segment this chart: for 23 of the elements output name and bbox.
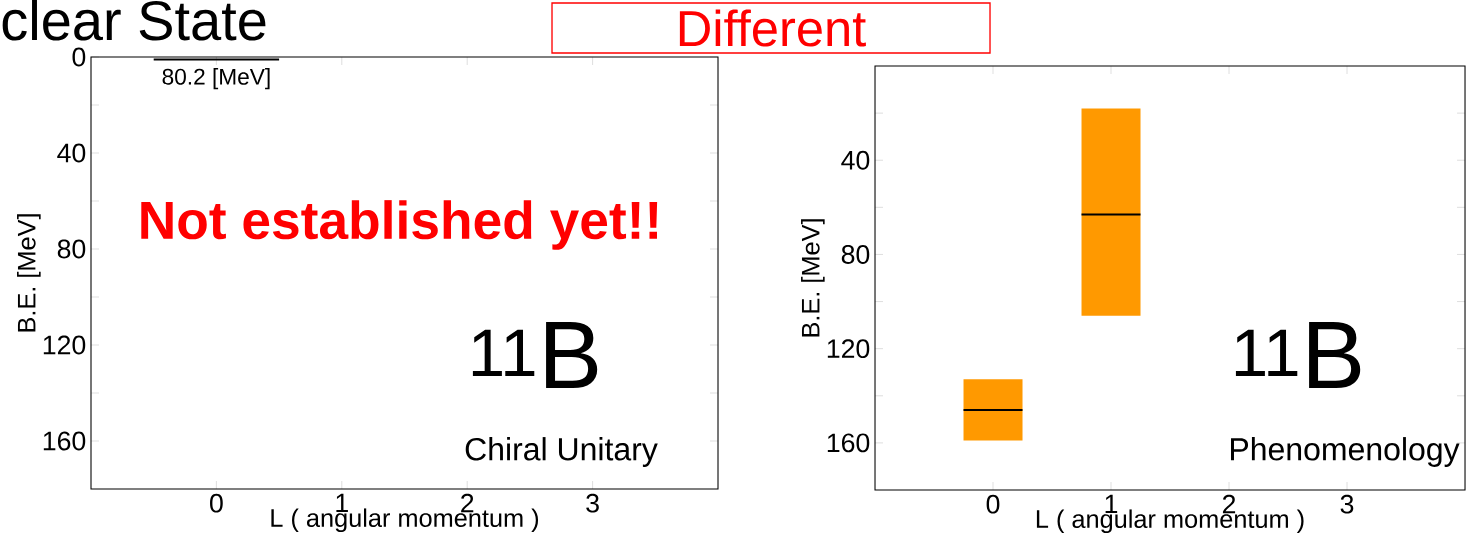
x-tick-label: 0 — [986, 494, 1000, 514]
annotation: Phenomenology — [1231, 437, 1460, 467]
x-tick-label: 3 — [586, 493, 599, 513]
annotation: Chiral Unitary — [465, 437, 658, 467]
x-tick-label: 0 — [210, 493, 223, 513]
y-tick-label: 80 — [57, 239, 86, 259]
y-tick-label: 120 — [43, 335, 86, 355]
text: Different — [679, 9, 866, 47]
annotation: 80.2 [MeV] — [162, 68, 270, 90]
y-tick-label: 160 — [827, 433, 870, 453]
y-tick-label: 160 — [43, 431, 86, 451]
y-tick-label: 40 — [841, 150, 870, 170]
y-axis-title: B.E. [MeV] — [17, 214, 41, 332]
annotation: $^{11}$B — [472, 321, 598, 389]
y-tick-label: 80 — [841, 245, 870, 264]
y-axis-title: B.E. [MeV] — [801, 219, 825, 337]
annotation: Not established yet!! — [141, 200, 658, 250]
y-tick-label: 40 — [57, 143, 86, 163]
annotation: $^{11}$B — [1235, 321, 1361, 389]
chart-title: clear State — [2, 0, 266, 41]
y-tick-label: 0 — [72, 47, 86, 67]
x-tick-label: 3 — [1340, 494, 1354, 514]
y-tick-label: 120 — [827, 339, 870, 359]
